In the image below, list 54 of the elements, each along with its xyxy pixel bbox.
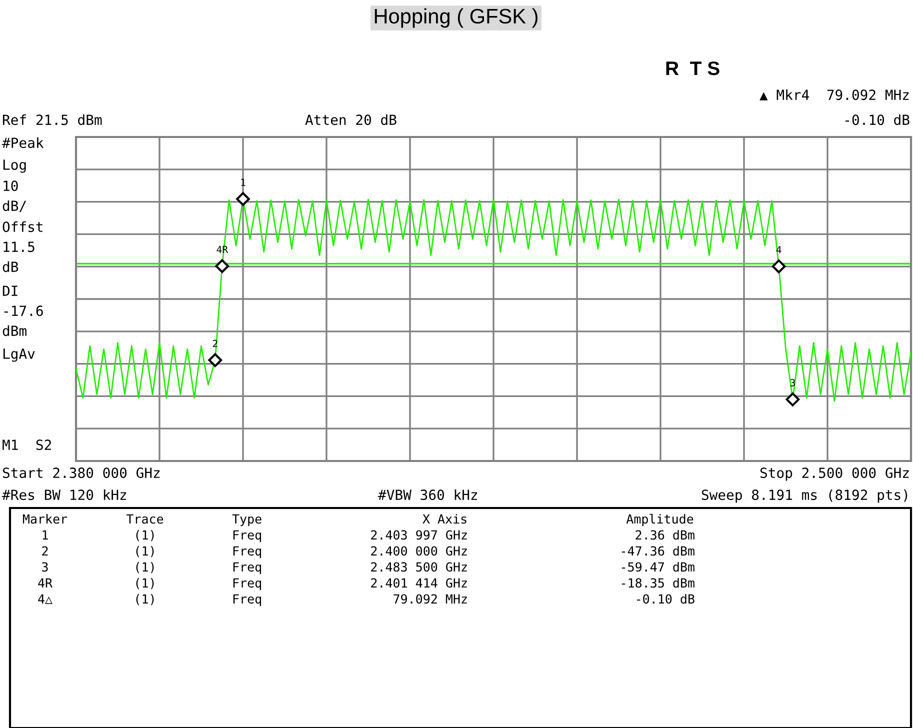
text: Marker xyxy=(22,514,68,524)
text: 2.483 500 GHz xyxy=(371,562,467,572)
text: Trace xyxy=(126,514,164,524)
chart-title: Hopping ( GFSK ) xyxy=(374,8,538,28)
text: Ref 21.5 dBm xyxy=(2,114,102,126)
text: ▲ Mkr4 79.092 MHz xyxy=(760,89,909,100)
text: #VBW 360 kHz xyxy=(378,489,478,500)
text: 2 xyxy=(42,546,48,556)
text: (1) xyxy=(136,578,154,590)
text: 10 xyxy=(4,180,18,192)
text: (1) xyxy=(136,546,154,558)
text: M1 S2 xyxy=(2,440,51,450)
text: Freq xyxy=(233,530,262,542)
annotation: 1 xyxy=(241,178,246,186)
text: -0.10 dB xyxy=(636,594,694,604)
text: dBm xyxy=(2,325,26,336)
text: R T S xyxy=(666,61,720,76)
text: 79.092 MHz xyxy=(394,594,467,604)
text: (1) xyxy=(136,530,154,542)
text: Atten 20 dB xyxy=(305,114,396,126)
text: Offst xyxy=(2,221,42,232)
text: 1 xyxy=(42,530,48,540)
text: Log xyxy=(3,160,26,173)
text: dB xyxy=(2,261,18,272)
text: Start 2.380 000 GHz xyxy=(2,468,160,478)
text: #Res BW 120 kHz xyxy=(2,489,126,500)
text: Freq xyxy=(233,546,262,558)
text: -59.47 dBm xyxy=(622,562,694,572)
text: DI xyxy=(2,286,18,296)
text: Amplitude xyxy=(626,514,694,526)
text: 2.401 414 GHz xyxy=(371,578,467,588)
text: 4R xyxy=(38,578,53,588)
text: 3 xyxy=(42,562,48,572)
text: X Axis xyxy=(422,514,466,524)
text: 2.36 dBm xyxy=(636,530,694,540)
text: -17.6 xyxy=(4,306,43,316)
text: #Peak xyxy=(2,137,44,148)
text: -0.10 dB xyxy=(846,114,910,126)
text: -47.36 dBm xyxy=(622,546,694,556)
text: (1) xyxy=(136,594,154,606)
text: LgAv xyxy=(3,348,35,362)
text: 2.400 000 GHz xyxy=(371,546,467,556)
text: Freq xyxy=(233,562,262,574)
text: (1) xyxy=(136,562,154,574)
text: -18.35 dBm xyxy=(622,578,694,588)
text: 2.403 997 GHz xyxy=(371,530,467,540)
text: 4△ xyxy=(38,594,52,604)
text: dB/ xyxy=(2,200,26,212)
text: Freq xyxy=(233,578,262,590)
text: Sweep 8.191 ms (8192 pts) xyxy=(702,489,908,503)
text: Freq xyxy=(233,594,262,606)
text: 11.5 xyxy=(4,242,34,252)
text: Type xyxy=(232,514,262,526)
text: Stop 2.500 000 GHz xyxy=(760,468,909,481)
